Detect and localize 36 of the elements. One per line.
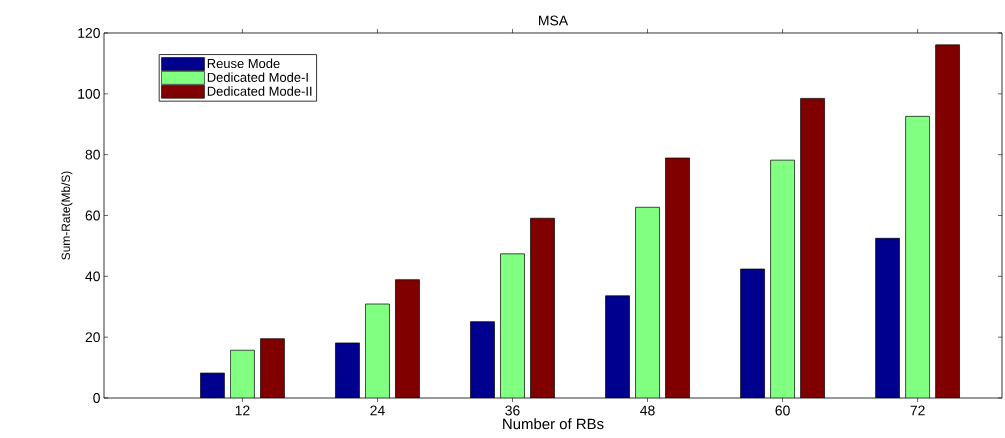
- bar: [740, 268, 765, 398]
- x-axis-title: Number of RBs: [503, 418, 604, 430]
- bar: [935, 44, 960, 398]
- y-tick-label: 80: [85, 149, 100, 160]
- bar: [875, 237, 900, 398]
- bar: [500, 253, 525, 398]
- bar: [530, 217, 555, 398]
- y-tick-label: 0: [93, 393, 100, 403]
- y-tick-label: 40: [85, 271, 100, 282]
- bar: [905, 115, 930, 398]
- bar: [365, 303, 390, 398]
- bar: [665, 157, 690, 398]
- x-tick-label: 60: [775, 405, 790, 416]
- legend-label: Dedicated Mode-II: [207, 86, 312, 96]
- bar: [395, 279, 420, 398]
- bar: [635, 206, 660, 398]
- chart-title: MSA: [539, 15, 569, 26]
- y-tick-label: 120: [78, 28, 100, 38]
- x-tick-label: 72: [910, 405, 925, 416]
- bar: [335, 342, 360, 398]
- bar: [800, 98, 825, 398]
- x-tick-label: 36: [505, 405, 520, 416]
- y-tick-label: 20: [85, 332, 100, 343]
- y-axis-title: Sum-Rate(Mb/S): [61, 171, 73, 260]
- bar: [260, 338, 285, 398]
- legend-label: Dedicated Mode-I: [207, 72, 308, 82]
- legend-label: Reuse Mode: [207, 58, 280, 69]
- x-tick-label: 24: [370, 405, 385, 416]
- y-tick-label: 100: [78, 88, 100, 99]
- x-tick-label: 12: [235, 405, 250, 416]
- bar: [770, 159, 795, 398]
- x-tick-label: 48: [640, 405, 655, 416]
- bar: [470, 321, 495, 398]
- bar: [605, 295, 630, 398]
- bar: [230, 349, 255, 398]
- y-tick-label: 60: [85, 210, 100, 221]
